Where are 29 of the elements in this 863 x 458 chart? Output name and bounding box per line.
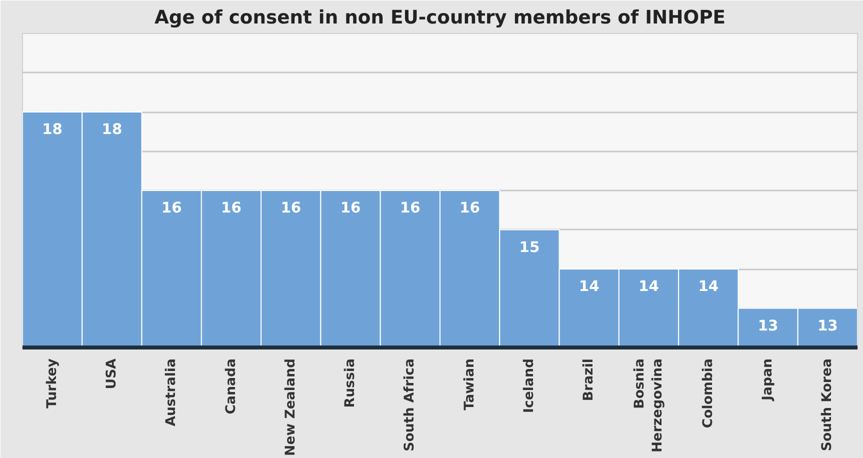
x-tick-label: New Zealand xyxy=(283,358,298,456)
data-label: 18 xyxy=(102,121,122,138)
data-label: 16 xyxy=(161,200,182,216)
x-tick-label: Brazil xyxy=(582,358,597,402)
x-tick-label: Australia xyxy=(164,358,180,426)
x-tick-label: Tawian xyxy=(462,358,478,410)
data-label: 16 xyxy=(340,200,361,216)
data-label: 16 xyxy=(280,200,302,216)
data-label: 13 xyxy=(758,317,778,334)
x-tick-label: South Africa xyxy=(402,358,418,452)
data-label: 15 xyxy=(519,238,540,256)
x-tick-label: Bosnia Herzegovina xyxy=(632,358,666,452)
data-label: 16 xyxy=(460,200,480,216)
x-tick-label: Japan xyxy=(760,358,776,402)
data-label: 14 xyxy=(698,278,719,295)
x-tick-label: Russia xyxy=(343,358,358,408)
x-tick-label: Turkey xyxy=(44,358,60,408)
data-label: 16 xyxy=(221,200,242,216)
x-tick-label: USA xyxy=(104,358,120,390)
data-label: 14 xyxy=(578,278,600,295)
data-label: 18 xyxy=(42,121,63,138)
chart-title: Age of consent in non EU-country members of INHOPE xyxy=(154,8,726,28)
x-tick-label: Canada xyxy=(224,358,239,414)
x-tick-label: South Korea xyxy=(820,358,836,452)
data-label: 13 xyxy=(817,317,838,334)
data-label: 14 xyxy=(638,278,659,295)
x-tick-label: Iceland xyxy=(522,358,537,413)
x-tick-label: Colombia xyxy=(700,358,716,428)
data-label: 16 xyxy=(400,200,420,216)
